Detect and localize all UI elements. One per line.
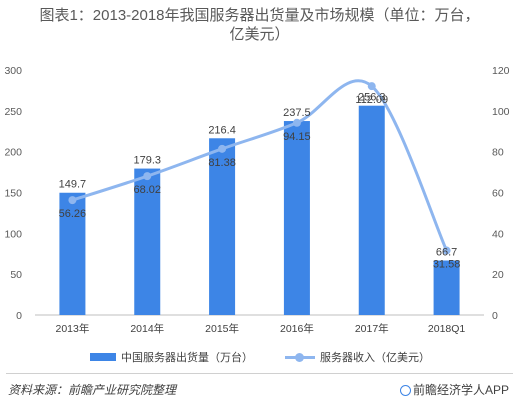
line-value-label: 112.09 — [355, 94, 388, 106]
bar — [283, 121, 310, 316]
bar — [358, 105, 385, 316]
line-value-label: 56.26 — [59, 208, 87, 220]
x-category-label: 2018Q1 — [428, 323, 466, 335]
bar-value-label: 179.3 — [133, 155, 161, 167]
y-left-tick-label: 50 — [10, 269, 22, 281]
brand-credit: 前瞻经济学人APP — [399, 381, 509, 398]
bar-value-label: 237.5 — [283, 107, 311, 119]
legend: 中国服务器出货量（万台） 服务器收入（亿美元） — [0, 349, 519, 365]
revenue-point — [367, 82, 376, 91]
line-value-label: 94.15 — [283, 131, 311, 143]
y-right-tick-label: 20 — [492, 269, 504, 281]
revenue-point — [143, 172, 152, 181]
brand-logo-icon — [399, 385, 411, 396]
revenue-line — [71, 79, 448, 252]
line-value-label: 81.38 — [208, 157, 236, 169]
chart-title-line-1: 图表1：2013-2018年我国服务器出货量及市场规模（单位：万台， — [39, 7, 480, 24]
brand-name: 前瞻经济学人APP — [412, 383, 509, 397]
bar-series — [59, 105, 460, 316]
x-category-label: 2013年 — [55, 322, 89, 335]
chart-area: 0 50 100 150 200 250 300 0 20 40 60 80 100 120 2013年 20… — [4, 65, 509, 335]
bar — [209, 138, 236, 315]
legend-label-revenue: 服务器收入（亿美元） — [320, 352, 430, 364]
footer: 资料来源：前瞻产业研究院整理 前瞻经济学人APP — [0, 373, 519, 408]
revenue-point — [68, 196, 77, 205]
y-left-tick-label: 100 — [4, 228, 22, 240]
x-category-label: 2016年 — [280, 322, 314, 335]
y-right-tick-label: 80 — [492, 147, 504, 159]
y-left-tick-label: 200 — [4, 147, 22, 159]
chart-title: 图表1：2013-2018年我国服务器出货量及市场规模（单位：万台， 亿美元） — [0, 6, 519, 44]
bar — [433, 260, 460, 315]
revenue-point — [442, 246, 451, 255]
y-right-tick-label: 100 — [492, 106, 510, 118]
chart-title-line-2: 亿美元） — [229, 26, 290, 43]
y-right-tick-label: 40 — [492, 228, 504, 240]
y-left-tick-label: 150 — [4, 188, 22, 200]
y-left-tick-label: 0 — [16, 310, 22, 322]
legend-item-revenue[interactable]: 服务器收入（亿美元） — [285, 349, 430, 365]
x-category-label: 2015年 — [205, 322, 239, 335]
y-right-tick-label: 60 — [492, 188, 504, 200]
bar-value-label: 66.7 — [436, 247, 457, 259]
revenue-point — [292, 118, 301, 127]
y-left-tick-label: 300 — [4, 65, 22, 77]
line-value-label: 31.58 — [433, 259, 461, 271]
x-category-label: 2014年 — [130, 322, 164, 335]
revenue-point — [218, 144, 227, 153]
bar — [134, 168, 161, 315]
data-labels: 149.7 179.3 216.4 237.5 256.3 66.7 56.26 68.02 8… — [59, 92, 461, 271]
line-value-label: 68.02 — [133, 184, 161, 196]
bar-value-label: 256.3 — [358, 92, 386, 104]
y-right-tick-label: 0 — [492, 310, 498, 322]
legend-item-shipments[interactable]: 中国服务器出货量（万台） — [90, 349, 253, 365]
bar-value-label: 216.4 — [208, 124, 236, 136]
legend-label-shipments: 中国服务器出货量（万台） — [121, 352, 253, 364]
legend-bar-swatch — [90, 353, 116, 361]
line-series — [68, 79, 451, 255]
bar-value-label: 149.7 — [59, 179, 87, 191]
axes: 0 50 100 150 200 250 300 0 20 40 60 80 100 120 2013年 20… — [4, 65, 509, 335]
source-note: 资料来源：前瞻产业研究院整理 — [8, 383, 177, 397]
x-category-label: 2017年 — [355, 322, 389, 335]
bar — [59, 192, 86, 315]
y-right-tick-label: 120 — [492, 65, 510, 77]
legend-line-swatch — [285, 352, 315, 362]
y-left-tick-label: 250 — [4, 106, 22, 118]
footer-divider — [6, 373, 513, 374]
